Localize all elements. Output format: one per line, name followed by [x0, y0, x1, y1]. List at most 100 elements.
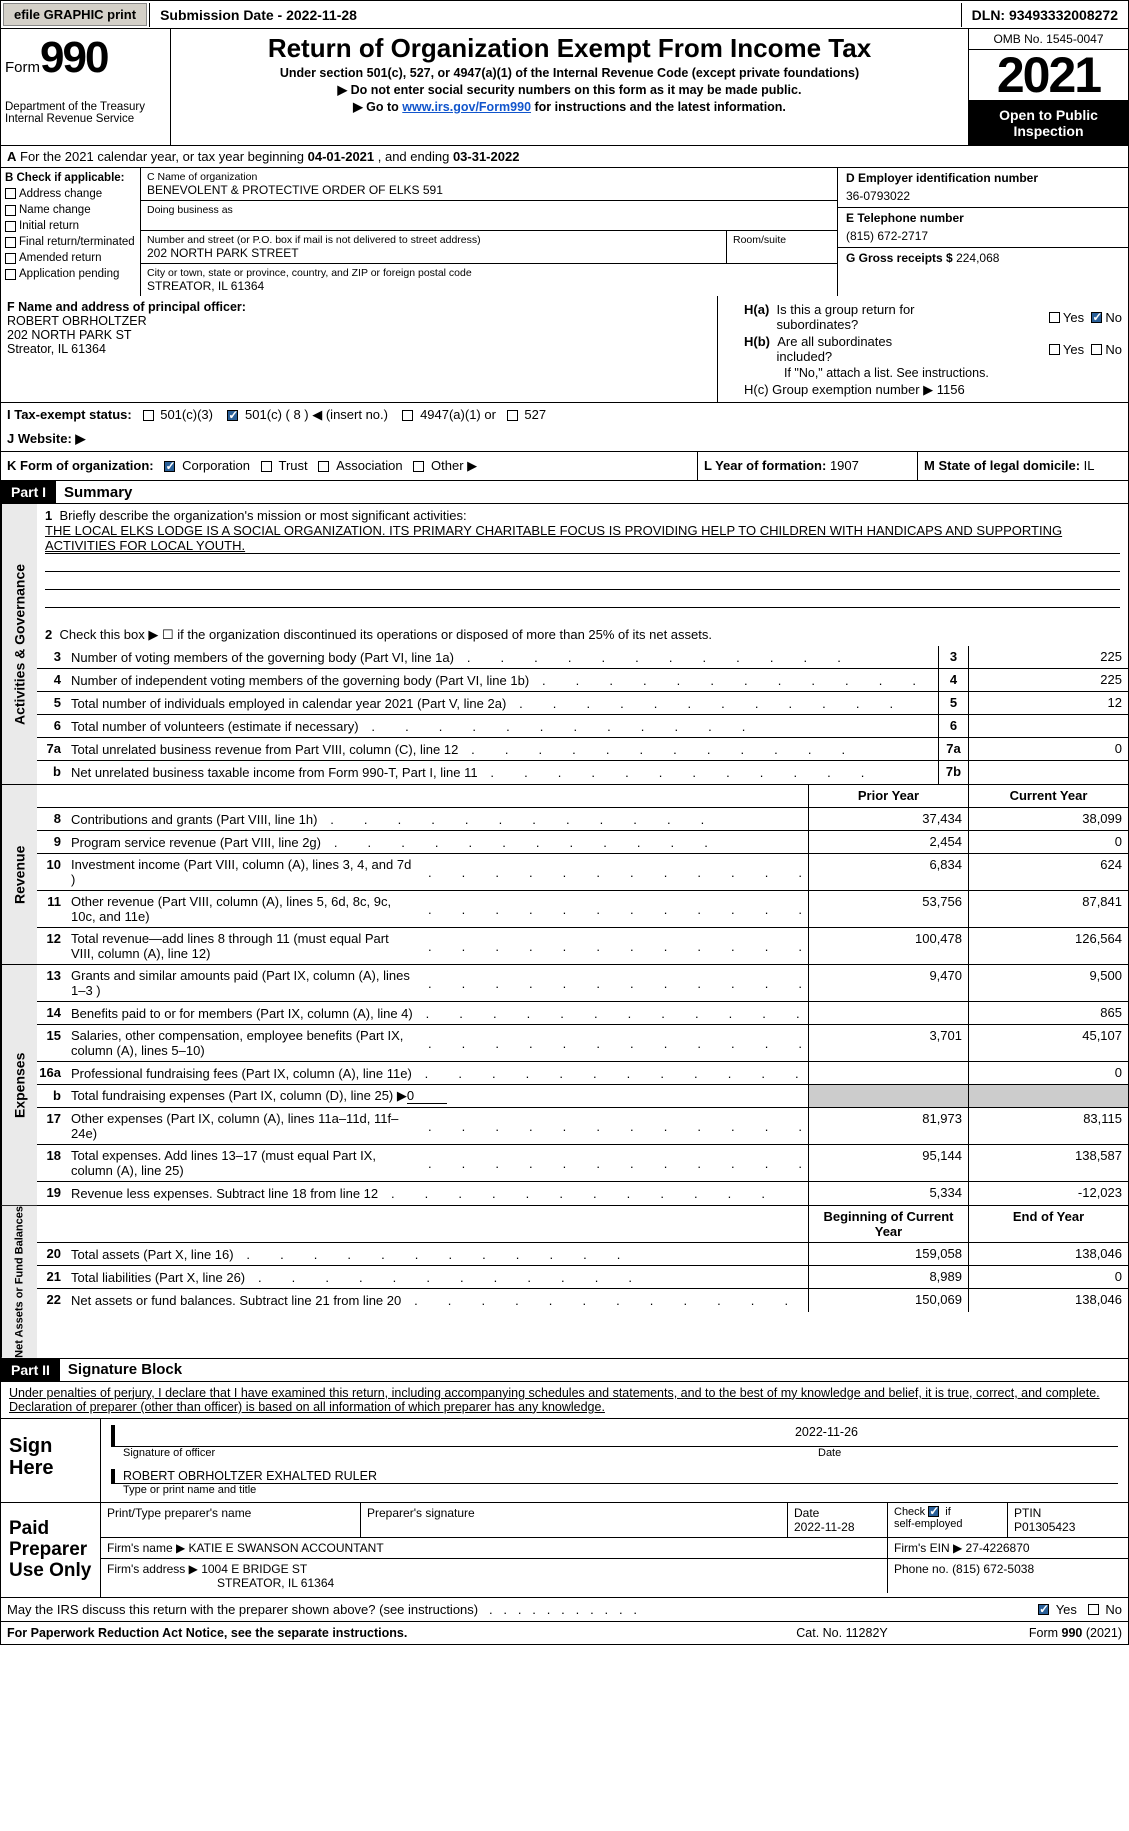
- cb-final-return[interactable]: Final return/terminated: [5, 234, 136, 250]
- gov-line-5: 5 Total number of individuals employed i…: [37, 692, 1128, 715]
- instructions-link-line: ▶ Go to www.irs.gov/Form990 for instruct…: [177, 99, 962, 114]
- cb-self-employed[interactable]: [928, 1506, 939, 1517]
- ptin: P01305423: [1014, 1520, 1075, 1534]
- section-governance: Activities & Governance 1 Briefly descri…: [0, 504, 1129, 785]
- part-i-header: Part I: [1, 481, 56, 503]
- cb-amended-return[interactable]: Amended return: [5, 250, 136, 266]
- preparer-date: 2022-11-28: [794, 1520, 855, 1534]
- ssn-warning: ▶ Do not enter social security numbers o…: [177, 82, 962, 97]
- dln: DLN: 93493332008272: [962, 3, 1128, 27]
- ha-no[interactable]: [1091, 312, 1102, 323]
- gov-line-b: b Net unrelated business taxable income …: [37, 761, 1128, 784]
- exp-line-13: 13 Grants and similar amounts paid (Part…: [37, 965, 1128, 1002]
- col-c-org-info: C Name of organization BENEVOLENT & PROT…: [141, 168, 838, 296]
- rev-line-10: 10 Investment income (Part VIII, column …: [37, 854, 1128, 891]
- exp-line-18: 18 Total expenses. Add lines 13–17 (must…: [37, 1145, 1128, 1182]
- firm-name: KATIE E SWANSON ACCOUNTANT: [189, 1541, 384, 1555]
- rev-line-9: 9 Program service revenue (Part VIII, li…: [37, 831, 1128, 854]
- cb-name-change[interactable]: Name change: [5, 202, 136, 218]
- exp-line-b: b Total fundraising expenses (Part IX, c…: [37, 1085, 1128, 1108]
- cb-527[interactable]: [507, 410, 518, 421]
- firm-phone: (815) 672-5038: [952, 1562, 1034, 1576]
- gov-line-6: 6 Total number of volunteers (estimate i…: [37, 715, 1128, 738]
- form-number: Form990: [5, 33, 166, 83]
- ha-yes[interactable]: [1049, 312, 1060, 323]
- discuss-yes[interactable]: [1038, 1604, 1049, 1615]
- signature-date: 2022-11-26: [111, 1425, 1118, 1447]
- part-ii-title: Signature Block: [60, 1361, 182, 1378]
- gross-receipts: 224,068: [956, 251, 999, 265]
- phone: (815) 672-2717: [846, 229, 1120, 243]
- net-line-22: 22 Net assets or fund balances. Subtract…: [37, 1289, 1128, 1312]
- org-name: BENEVOLENT & PROTECTIVE ORDER OF ELKS 59…: [147, 183, 831, 197]
- rev-line-11: 11 Other revenue (Part VIII, column (A),…: [37, 891, 1128, 928]
- submission-date: Submission Date - 2022-11-28: [149, 3, 962, 27]
- top-bar: efile GRAPHIC print Submission Date - 20…: [0, 0, 1129, 28]
- hb-no[interactable]: [1091, 344, 1102, 355]
- sign-here-label: Sign Here: [1, 1419, 101, 1502]
- org-city: STREATOR, IL 61364: [147, 279, 831, 293]
- col-d-ein-phone: D Employer identification number 36-0793…: [838, 168, 1128, 296]
- col-h-group: H(a) Is this a group return for subordin…: [718, 296, 1128, 402]
- efile-print-button[interactable]: efile GRAPHIC print: [3, 3, 147, 26]
- net-line-21: 21 Total liabilities (Part X, line 26) 8…: [37, 1266, 1128, 1289]
- gov-line-4: 4 Number of independent voting members o…: [37, 669, 1128, 692]
- org-street: 202 NORTH PARK STREET: [147, 246, 720, 260]
- paid-preparer-label: Paid Preparer Use Only: [1, 1503, 101, 1598]
- cb-corp[interactable]: [164, 461, 175, 472]
- irs-link[interactable]: www.irs.gov/Form990: [402, 100, 531, 114]
- discuss-no[interactable]: [1088, 1604, 1099, 1615]
- form-header: Form990 Department of the Treasury Inter…: [0, 28, 1129, 146]
- block-fh: F Name and address of principal officer:…: [0, 296, 1129, 403]
- mission-text: THE LOCAL ELKS LODGE IS A SOCIAL ORGANIZ…: [45, 523, 1120, 554]
- row-a-tax-year: A For the 2021 calendar year, or tax yea…: [0, 146, 1129, 168]
- form-title: Return of Organization Exempt From Incom…: [177, 33, 962, 64]
- page-footer: For Paperwork Reduction Act Notice, see …: [0, 1622, 1129, 1645]
- part-ii-header: Part II: [1, 1359, 60, 1381]
- rev-line-8: 8 Contributions and grants (Part VIII, l…: [37, 808, 1128, 831]
- tax-year: 2021: [969, 50, 1128, 101]
- state-domicile: IL: [1084, 458, 1095, 473]
- cb-other[interactable]: [413, 461, 424, 472]
- cb-address-change[interactable]: Address change: [5, 186, 136, 202]
- row-j-website: J Website: ▶: [0, 427, 1129, 452]
- cb-4947[interactable]: [402, 410, 413, 421]
- exp-line-17: 17 Other expenses (Part IX, column (A), …: [37, 1108, 1128, 1145]
- hb-yes[interactable]: [1049, 344, 1060, 355]
- ein: 36-0793022: [846, 189, 1120, 203]
- section-expenses: Expenses 13 Grants and similar amounts p…: [0, 965, 1129, 1206]
- row-klm: K Form of organization: Corporation Trus…: [0, 452, 1129, 481]
- officer-name-title: ROBERT OBRHOLTZER EXHALTED RULER: [111, 1469, 1118, 1484]
- open-to-public: Open to Public Inspection: [969, 101, 1128, 145]
- cb-application-pending[interactable]: Application pending: [5, 266, 136, 282]
- exp-line-14: 14 Benefits paid to or for members (Part…: [37, 1002, 1128, 1025]
- part-i-title: Summary: [56, 484, 132, 501]
- dept-treasury: Department of the Treasury Internal Reve…: [5, 101, 166, 125]
- gov-line-3: 3 Number of voting members of the govern…: [37, 646, 1128, 669]
- firm-ein: 27-4226870: [966, 1541, 1030, 1555]
- form-subtitle: Under section 501(c), 527, or 4947(a)(1)…: [177, 66, 962, 80]
- exp-line-19: 19 Revenue less expenses. Subtract line …: [37, 1182, 1128, 1205]
- exp-line-16a: 16a Professional fundraising fees (Part …: [37, 1062, 1128, 1085]
- cb-501c[interactable]: [227, 410, 238, 421]
- rev-line-12: 12 Total revenue—add lines 8 through 11 …: [37, 928, 1128, 964]
- discuss-with-preparer: May the IRS discuss this return with the…: [0, 1598, 1129, 1622]
- firm-address: 1004 E BRIDGE ST: [201, 1562, 307, 1576]
- cb-initial-return[interactable]: Initial return: [5, 218, 136, 234]
- col-b-checkboxes: B Check if applicable: Address change Na…: [1, 168, 141, 296]
- exp-line-15: 15 Salaries, other compensation, employe…: [37, 1025, 1128, 1062]
- year-formation: 1907: [830, 458, 859, 473]
- block-bcd: B Check if applicable: Address change Na…: [0, 168, 1129, 296]
- section-revenue: Revenue Prior Year Current Year 8 Contri…: [0, 785, 1129, 965]
- cb-501c3[interactable]: [143, 410, 154, 421]
- group-exemption: H(c) Group exemption number ▶ 1156: [724, 382, 1122, 398]
- signature-block: Under penalties of perjury, I declare th…: [0, 1382, 1129, 1599]
- section-net-assets: Net Assets or Fund Balances Beginning of…: [0, 1206, 1129, 1359]
- principal-officer: F Name and address of principal officer:…: [1, 296, 718, 402]
- net-line-20: 20 Total assets (Part X, line 16) 159,05…: [37, 1243, 1128, 1266]
- cb-assoc[interactable]: [318, 461, 329, 472]
- row-i-tax-status: I Tax-exempt status: 501(c)(3) 501(c) ( …: [0, 403, 1129, 427]
- gov-line-7a: 7a Total unrelated business revenue from…: [37, 738, 1128, 761]
- cb-trust[interactable]: [261, 461, 272, 472]
- perjury-declaration: Under penalties of perjury, I declare th…: [1, 1382, 1128, 1418]
